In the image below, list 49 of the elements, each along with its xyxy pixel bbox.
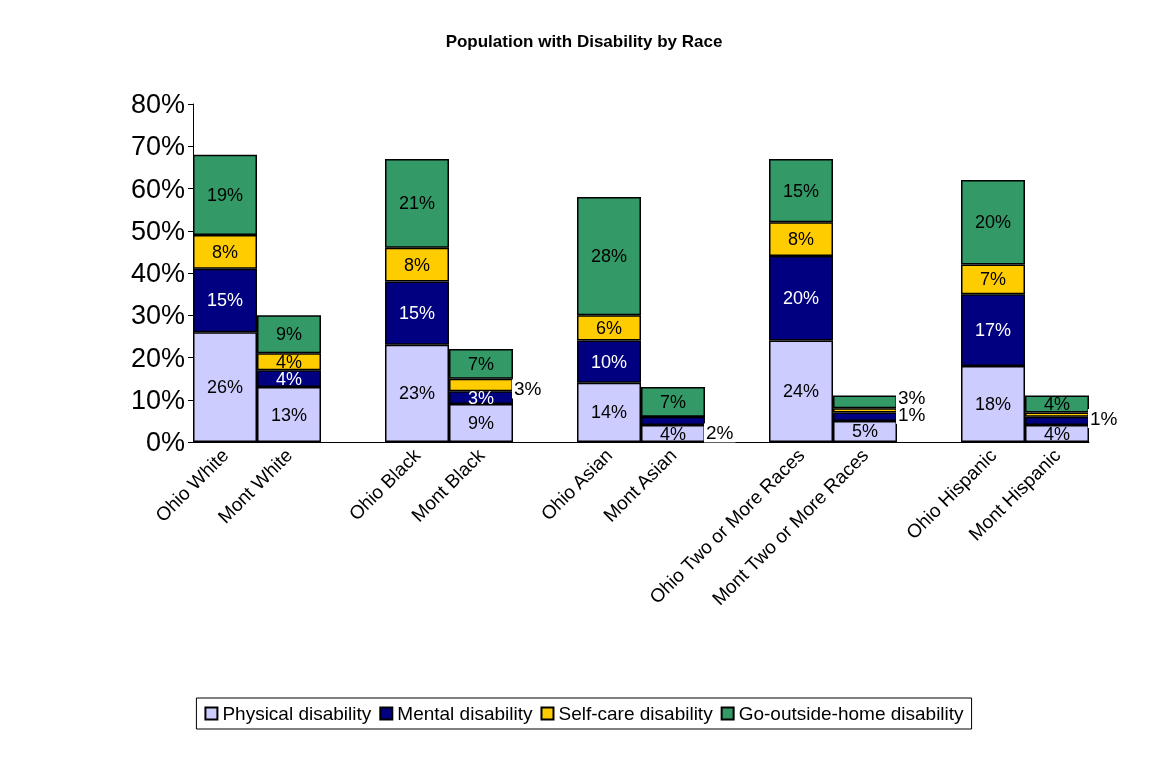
legend-label: Self-care disability bbox=[558, 703, 714, 724]
data-label: 2% bbox=[706, 422, 734, 444]
data-label: 4% bbox=[1043, 423, 1071, 444]
data-label: 23% bbox=[398, 383, 436, 404]
y-tick-label: 70% bbox=[130, 131, 185, 162]
data-label: 1% bbox=[1090, 408, 1118, 430]
data-label: 7% bbox=[467, 353, 495, 374]
data-label: 3% bbox=[898, 387, 926, 409]
data-label: 26% bbox=[206, 377, 244, 398]
data-label: 3% bbox=[514, 378, 542, 400]
legend-label: Mental disability bbox=[397, 703, 533, 724]
data-label: 5% bbox=[851, 421, 879, 442]
data-label: 21% bbox=[398, 193, 436, 214]
data-label: 1% bbox=[898, 403, 926, 425]
data-label: 7% bbox=[659, 391, 687, 412]
y-tick-label: 0% bbox=[145, 427, 185, 457]
data-label: 3% bbox=[467, 387, 495, 408]
y-tick-label: 30% bbox=[130, 300, 185, 331]
chart-title: Population with Disability by Race bbox=[445, 32, 723, 51]
data-label: 15% bbox=[398, 303, 436, 324]
y-tick-label: 10% bbox=[130, 384, 185, 415]
data-label: 15% bbox=[782, 180, 820, 201]
y-tick-label: 50% bbox=[130, 215, 185, 246]
data-label: 7% bbox=[979, 269, 1007, 290]
data-label: 13% bbox=[270, 404, 308, 425]
data-label: 17% bbox=[974, 320, 1012, 341]
y-tick-label: 60% bbox=[130, 173, 185, 204]
data-label: 28% bbox=[590, 246, 628, 267]
data-label: 18% bbox=[974, 393, 1012, 414]
data-label: 8% bbox=[211, 241, 239, 262]
data-label: 8% bbox=[787, 229, 815, 250]
legend-label: Physical disability bbox=[222, 703, 372, 724]
data-label: 6% bbox=[595, 317, 623, 338]
data-label: 19% bbox=[206, 184, 244, 205]
y-tick-label: 80% bbox=[130, 89, 185, 119]
data-label: 20% bbox=[974, 212, 1012, 233]
data-label: 9% bbox=[467, 412, 495, 433]
data-label: 8% bbox=[403, 254, 431, 275]
y-tick-label: 40% bbox=[130, 258, 185, 288]
data-label: 24% bbox=[782, 381, 820, 402]
data-label: 10% bbox=[590, 351, 628, 372]
legend-label: Go-outside-home disability bbox=[738, 703, 965, 724]
data-label: 20% bbox=[782, 288, 820, 309]
y-tick-label: 20% bbox=[130, 342, 185, 373]
data-label: 4% bbox=[659, 423, 687, 444]
data-label: 14% bbox=[590, 402, 628, 423]
data-label: 9% bbox=[275, 324, 303, 345]
data-label: 4% bbox=[1043, 393, 1071, 414]
data-label: 15% bbox=[206, 290, 244, 311]
